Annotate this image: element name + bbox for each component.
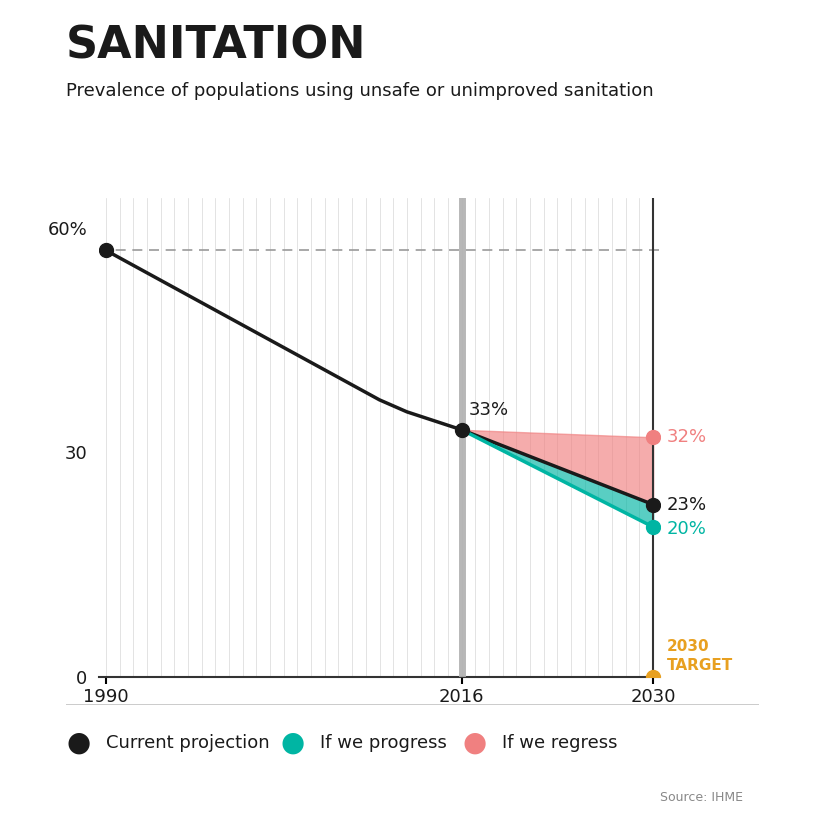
Text: Source: IHME: Source: IHME	[659, 791, 742, 804]
Text: ●: ●	[66, 728, 90, 757]
Text: 2030
TARGET: 2030 TARGET	[667, 639, 733, 672]
Text: If we regress: If we regress	[502, 733, 617, 752]
Text: 32%: 32%	[667, 428, 707, 446]
Text: ●: ●	[280, 728, 304, 757]
Text: SANITATION: SANITATION	[66, 25, 366, 68]
Text: Prevalence of populations using unsafe or unimproved sanitation: Prevalence of populations using unsafe o…	[66, 82, 653, 101]
Text: 23%: 23%	[667, 496, 707, 513]
Text: If we progress: If we progress	[320, 733, 447, 752]
Text: Current projection: Current projection	[106, 733, 269, 752]
Text: 20%: 20%	[667, 521, 707, 538]
Text: ●: ●	[462, 728, 486, 757]
Text: 33%: 33%	[469, 401, 508, 418]
